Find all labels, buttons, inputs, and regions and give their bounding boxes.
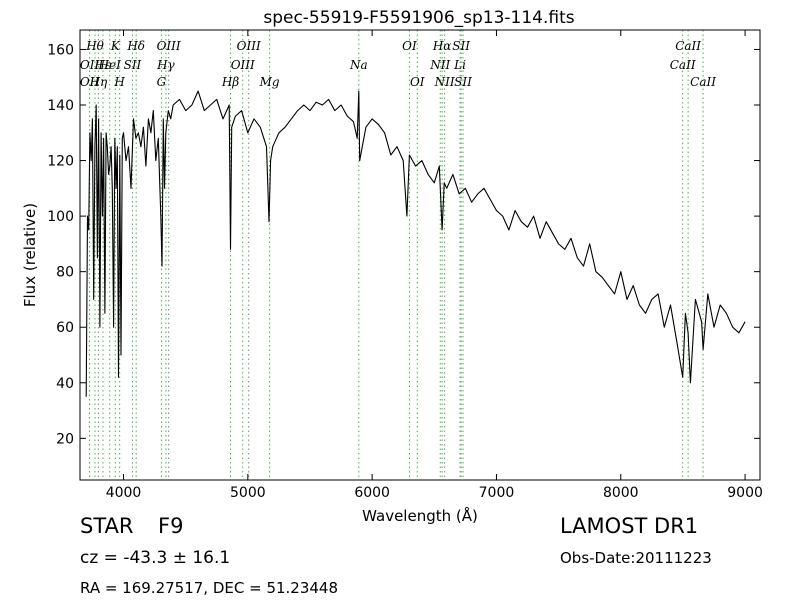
spectral-line-label: CaII <box>690 75 716 89</box>
observation-date: Obs-Date:20111223 <box>560 549 712 567</box>
spectral-line-label: Hγ <box>156 58 175 72</box>
spectral-line-label: H <box>113 75 125 89</box>
spectral-line-label: NII <box>429 58 450 72</box>
y-tick-label: 160 <box>47 42 74 58</box>
y-tick-label: 100 <box>47 209 74 225</box>
y-tick-label: 80 <box>56 265 74 281</box>
x-axis-label: Wavelength (Å) <box>362 506 478 525</box>
spectral-line-markers <box>89 30 704 480</box>
spectral-line-label: OI <box>410 75 425 89</box>
survey-name: LAMOST DR1 <box>560 514 699 538</box>
x-tick-label: 7000 <box>479 485 515 501</box>
spectral-line-label: SII <box>124 58 142 72</box>
spectral-line-label: CaII <box>675 39 701 53</box>
y-tick-label: 140 <box>47 98 74 114</box>
chart-title: spec-55919-F5591906_sp13-114.fits <box>263 8 574 28</box>
object-type: STAR <box>80 514 134 538</box>
x-tick-label: 5000 <box>230 485 266 501</box>
plot-frame <box>79 29 761 481</box>
y-tick-label: 60 <box>56 320 74 336</box>
spectral-line-label: OIII <box>157 39 181 53</box>
object-subclass: F9 <box>158 514 184 538</box>
x-tick-label: 6000 <box>354 485 390 501</box>
spectral-line-label: Mg <box>259 75 280 89</box>
spectral-line-label: SII <box>452 39 470 53</box>
x-tick-label: 8000 <box>603 485 639 501</box>
spectral-line-label: OIII <box>231 58 255 72</box>
coordinates: RA = 169.27517, DEC = 51.23448 <box>80 579 339 597</box>
y-tick-label: 40 <box>56 376 74 392</box>
y-axis: 20 40 60 80 100 120 140 160 <box>47 42 760 447</box>
y-axis-label: Flux (relative) <box>21 203 39 307</box>
spectral-line-label: OIII <box>237 39 261 53</box>
y-tick-label: 120 <box>47 154 74 170</box>
redshift-value: cz = -43.3 ± 16.1 <box>80 548 231 568</box>
spectral-line-label: OI <box>402 39 417 53</box>
spectral-line-label: Hη <box>89 75 108 89</box>
spectral-line-label: Hθ <box>85 39 104 53</box>
x-axis: 4000 5000 6000 7000 8000 9000 <box>106 30 763 501</box>
spectral-line-label: Li <box>453 58 466 72</box>
spectral-line-label: Hα <box>432 39 452 53</box>
spectral-line-label: NII <box>434 75 455 89</box>
spectral-line-label: Hβ <box>221 75 239 89</box>
x-tick-label: 9000 <box>727 485 763 501</box>
spectral-line-label: G <box>157 75 167 89</box>
spectral-line-label: CaII <box>670 58 696 72</box>
spectral-line-label: HeI <box>98 58 122 72</box>
x-tick-label: 4000 <box>106 485 142 501</box>
spectral-line-label: SII <box>454 75 472 89</box>
spectral-line-label: Hε <box>94 58 112 72</box>
spectral-line-label: K <box>110 39 121 53</box>
spectral-line-label: OII <box>80 58 100 72</box>
spectral-line-label: OII <box>80 75 100 89</box>
spectral-line-label: Hδ <box>126 39 145 53</box>
spectrum-line <box>85 90 746 397</box>
y-tick-label: 20 <box>56 431 74 447</box>
spectral-line-label: Na <box>349 58 368 72</box>
